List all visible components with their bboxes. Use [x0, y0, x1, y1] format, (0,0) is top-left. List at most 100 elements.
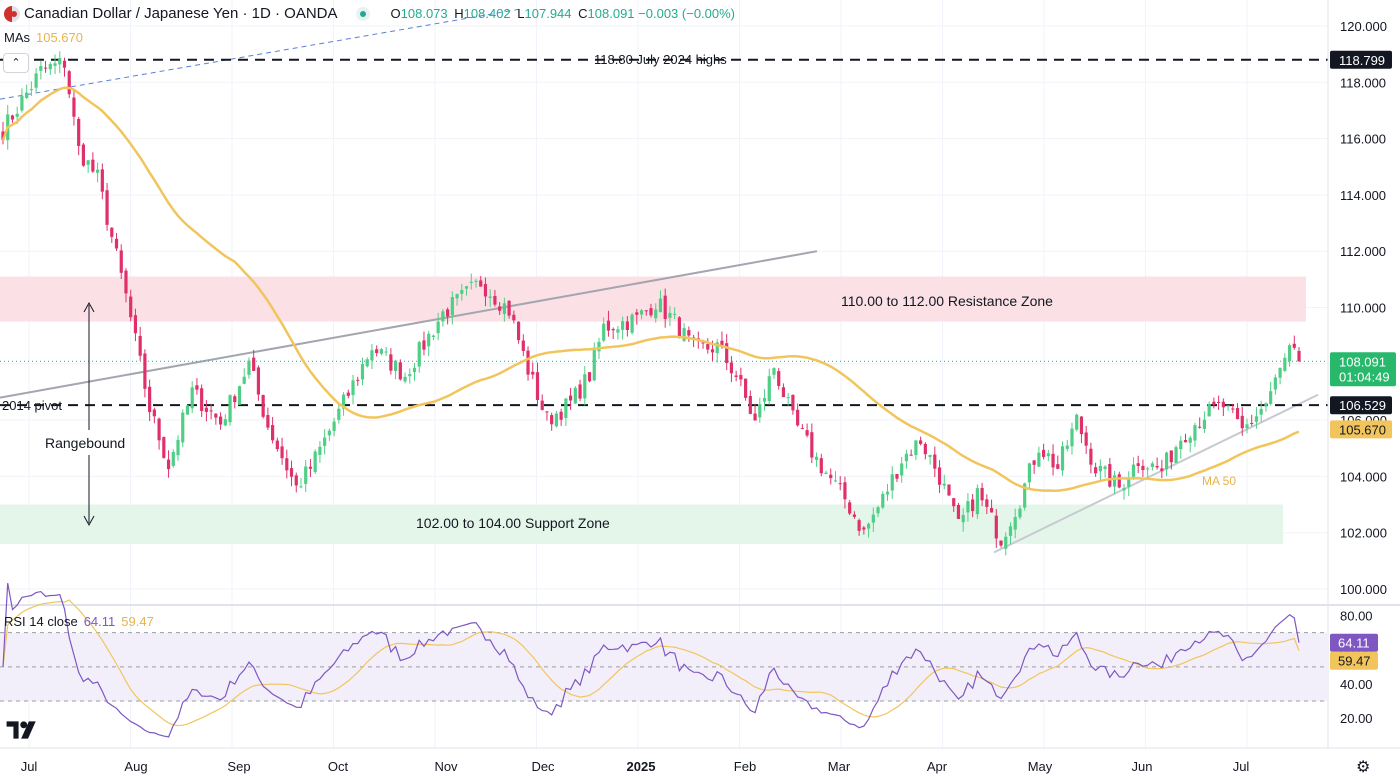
down-candle[interactable]: [204, 407, 208, 412]
up-candle[interactable]: [1070, 428, 1074, 447]
down-candle[interactable]: [77, 118, 81, 146]
up-candle[interactable]: [966, 501, 970, 513]
up-candle[interactable]: [464, 286, 469, 289]
up-candle[interactable]: [602, 323, 606, 341]
up-candle[interactable]: [814, 456, 819, 460]
down-candle[interactable]: [739, 375, 743, 380]
up-candle[interactable]: [1013, 516, 1017, 530]
up-candle[interactable]: [1226, 405, 1230, 407]
down-candle[interactable]: [493, 296, 497, 305]
up-candle[interactable]: [39, 66, 43, 71]
up-candle[interactable]: [1245, 424, 1249, 429]
down-candle[interactable]: [781, 387, 786, 398]
down-candle[interactable]: [110, 227, 114, 237]
down-candle[interactable]: [1051, 453, 1055, 468]
down-candle[interactable]: [152, 409, 156, 417]
down-candle[interactable]: [805, 430, 809, 436]
down-candle[interactable]: [587, 372, 592, 382]
down-candle[interactable]: [285, 458, 289, 471]
down-candle[interactable]: [498, 306, 502, 311]
down-candle[interactable]: [91, 159, 95, 172]
down-candle[interactable]: [67, 71, 71, 95]
up-candle[interactable]: [1004, 536, 1008, 549]
down-candle[interactable]: [1084, 432, 1088, 446]
up-candle[interactable]: [474, 280, 478, 282]
down-candle[interactable]: [744, 378, 748, 398]
up-candle[interactable]: [393, 360, 398, 371]
up-candle[interactable]: [460, 289, 464, 294]
down-candle[interactable]: [289, 468, 294, 477]
down-candle[interactable]: [550, 415, 554, 425]
up-candle[interactable]: [772, 368, 776, 375]
down-candle[interactable]: [791, 394, 795, 411]
down-candle[interactable]: [725, 343, 729, 363]
down-candle[interactable]: [848, 502, 852, 514]
up-candle[interactable]: [885, 491, 890, 495]
down-candle[interactable]: [919, 440, 923, 444]
down-candle[interactable]: [1169, 450, 1173, 463]
down-candle[interactable]: [10, 115, 15, 120]
down-candle[interactable]: [729, 362, 734, 374]
up-candle[interactable]: [15, 113, 19, 117]
down-candle[interactable]: [810, 432, 814, 458]
down-candle[interactable]: [1094, 467, 1098, 474]
up-candle[interactable]: [96, 169, 100, 173]
up-candle[interactable]: [1273, 377, 1277, 390]
up-candle[interactable]: [379, 349, 383, 354]
up-candle[interactable]: [616, 329, 620, 333]
ma-legend[interactable]: MAs 105.670: [4, 30, 83, 45]
up-candle[interactable]: [583, 374, 587, 399]
down-candle[interactable]: [852, 514, 856, 517]
down-candle[interactable]: [526, 350, 530, 375]
up-candle[interactable]: [1023, 483, 1027, 508]
down-candle[interactable]: [909, 454, 913, 456]
up-candle[interactable]: [904, 453, 909, 462]
up-candle[interactable]: [441, 311, 445, 322]
up-candle[interactable]: [597, 341, 601, 352]
tradingview-logo-icon[interactable]: [6, 718, 38, 742]
down-candle[interactable]: [280, 446, 284, 459]
down-candle[interactable]: [748, 395, 752, 414]
down-candle[interactable]: [375, 349, 379, 354]
up-candle[interactable]: [242, 376, 246, 384]
up-candle[interactable]: [403, 376, 407, 382]
up-candle[interactable]: [417, 342, 421, 367]
up-candle[interactable]: [431, 335, 436, 338]
up-candle[interactable]: [1098, 465, 1102, 472]
down-candle[interactable]: [1231, 408, 1235, 410]
up-candle[interactable]: [914, 440, 918, 456]
up-candle[interactable]: [758, 404, 762, 418]
up-candle[interactable]: [323, 437, 327, 446]
up-candle[interactable]: [1065, 445, 1069, 449]
up-candle[interactable]: [332, 421, 336, 431]
down-candle[interactable]: [143, 353, 147, 389]
down-candle[interactable]: [124, 270, 128, 294]
up-candle[interactable]: [34, 73, 38, 88]
down-candle[interactable]: [895, 474, 899, 479]
down-candle[interactable]: [701, 342, 705, 344]
down-candle[interactable]: [266, 415, 270, 428]
down-candle[interactable]: [346, 392, 350, 396]
down-candle[interactable]: [214, 413, 218, 418]
down-candle[interactable]: [275, 440, 279, 450]
july-high-tag[interactable]: [1330, 50, 1392, 69]
up-candle[interactable]: [673, 313, 677, 315]
down-candle[interactable]: [356, 379, 360, 381]
up-candle[interactable]: [767, 376, 771, 402]
up-candle[interactable]: [1278, 367, 1282, 378]
up-candle[interactable]: [1112, 475, 1117, 487]
down-candle[interactable]: [294, 475, 298, 486]
down-candle[interactable]: [933, 454, 937, 469]
up-candle[interactable]: [639, 310, 644, 315]
up-candle[interactable]: [455, 293, 459, 299]
down-candle[interactable]: [157, 418, 161, 441]
down-candle[interactable]: [923, 443, 927, 455]
up-candle[interactable]: [341, 394, 346, 409]
ma50-line[interactable]: [1, 86, 1300, 492]
down-candle[interactable]: [479, 280, 483, 287]
pivot-tag[interactable]: [1330, 396, 1392, 415]
down-candle[interactable]: [209, 410, 213, 412]
up-candle[interactable]: [427, 333, 431, 347]
down-candle[interactable]: [72, 97, 76, 117]
up-candle[interactable]: [1131, 464, 1136, 477]
